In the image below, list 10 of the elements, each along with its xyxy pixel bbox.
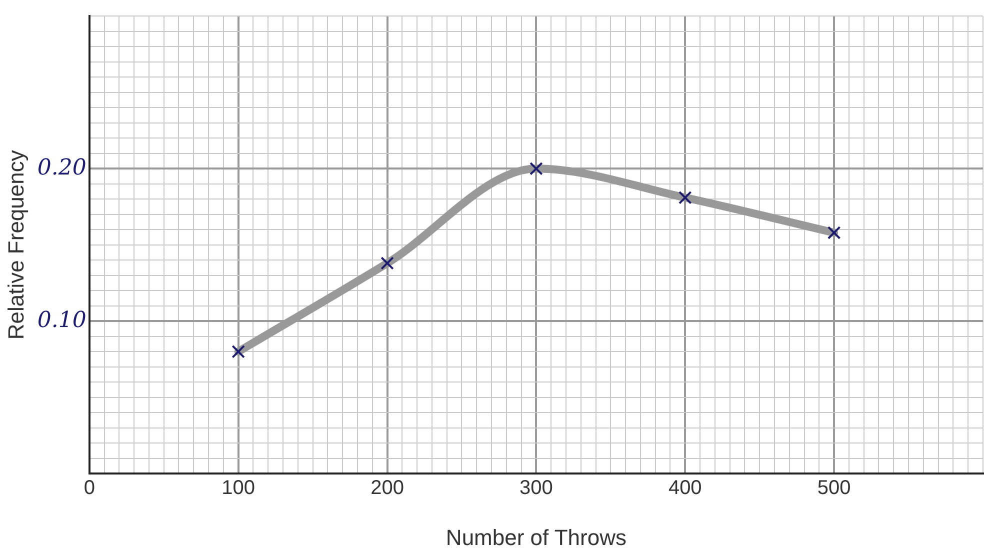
y-axis-title: Relative Frequency bbox=[3, 150, 28, 340]
x-tick-label: 300 bbox=[520, 477, 553, 500]
x-axis-title: Number of Throws bbox=[446, 524, 626, 550]
y-tick-label: 0.20 bbox=[37, 155, 86, 180]
x-tick-label: 0 bbox=[84, 477, 95, 500]
x-tick-label: 400 bbox=[668, 477, 702, 500]
y-tick-label: 0.10 bbox=[37, 308, 86, 333]
x-tick-label: 500 bbox=[817, 477, 851, 500]
x-tick-label: 200 bbox=[370, 477, 404, 500]
x-tick-label: 100 bbox=[222, 477, 256, 500]
